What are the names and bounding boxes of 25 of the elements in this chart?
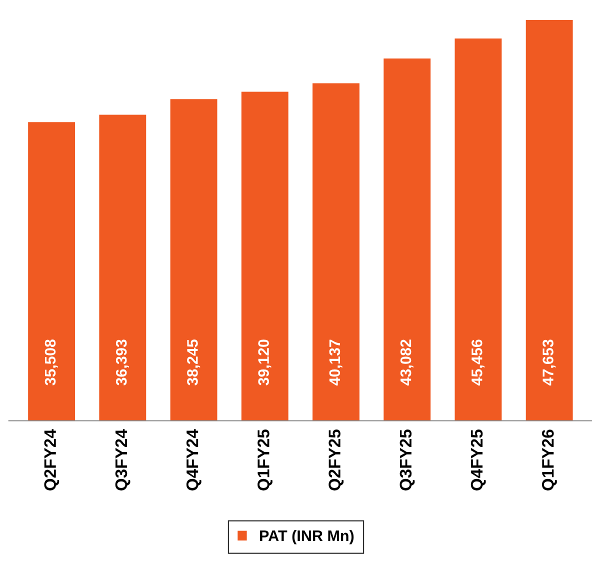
x-tick-label: Q2FY25 — [328, 430, 344, 490]
x-tick-label: Q3FY25 — [400, 430, 415, 490]
x-tick-label: Q1FY25 — [258, 430, 272, 490]
x-tick-label: Q4FY24 — [186, 429, 202, 490]
x-tick-label: Q3FY24 — [115, 429, 130, 490]
bar — [454, 38, 502, 421]
bar — [312, 83, 360, 421]
data-label: 38,245 — [187, 339, 200, 386]
bar — [384, 58, 431, 421]
x-tick-label: Q1FY26 — [542, 430, 557, 490]
data-label: 47,653 — [542, 340, 556, 386]
data-label: 36,393 — [116, 340, 129, 386]
data-label: 43,082 — [400, 340, 414, 386]
data-label: 40,137 — [329, 340, 342, 386]
bar — [28, 122, 76, 421]
legend-label: PAT (INR Mn) — [260, 530, 354, 544]
data-label: 39,120 — [258, 340, 272, 386]
bar — [526, 20, 573, 421]
bar — [99, 114, 146, 421]
data-label: 35,508 — [44, 339, 58, 386]
bar — [241, 92, 288, 421]
bar — [170, 99, 218, 421]
x-tick-label: Q2FY24 — [44, 429, 60, 490]
x-tick-label: Q4FY25 — [470, 430, 486, 490]
data-label: 45,456 — [472, 340, 485, 386]
